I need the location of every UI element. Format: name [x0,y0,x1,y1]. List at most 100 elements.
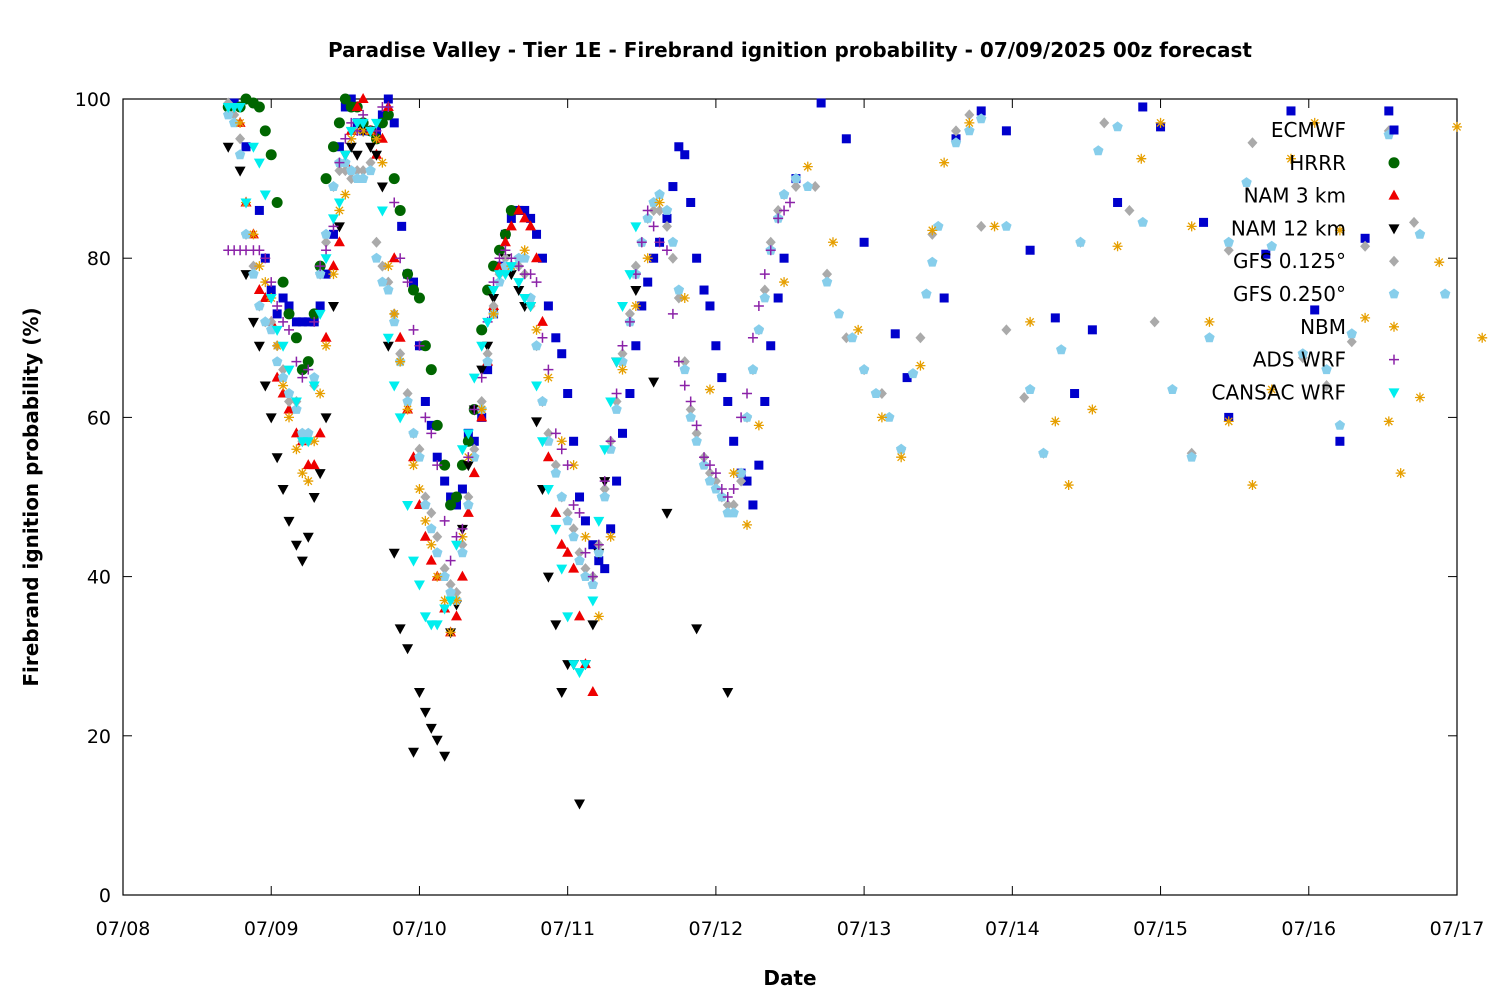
data-point [531,324,542,335]
data-point [606,524,616,534]
data-point [420,499,431,510]
data-point [260,277,271,288]
data-point [513,261,524,272]
data-point [277,485,289,496]
data-point [253,341,265,352]
data-point [649,253,659,263]
data-point [320,413,332,424]
data-point [339,150,351,161]
data-point [765,236,776,248]
data-point [265,294,277,304]
data-point [382,109,394,121]
data-point [1360,312,1371,323]
y-tick-label: 80 [87,248,111,270]
data-point [259,190,271,201]
data-point [580,547,591,558]
data-point [599,491,610,502]
data-point [525,269,536,280]
data-point [847,332,858,343]
data-point [562,612,574,623]
data-point [550,524,562,535]
data-point [673,284,685,295]
data-point [550,428,561,439]
data-point [1266,240,1277,251]
data-point [278,380,289,391]
data-point [562,507,573,519]
data-point [642,205,653,216]
data-point [587,579,599,589]
data-point [456,570,468,581]
data-point [358,109,369,120]
data-point [425,723,437,734]
data-point [1452,121,1462,132]
data-point [334,142,344,152]
data-point [445,499,457,511]
data-point [654,189,665,199]
data-point [617,364,628,375]
data-point [346,165,357,176]
legend-label: ECMWF [1271,118,1346,142]
data-point [482,348,493,360]
data-point [542,485,554,496]
data-point [328,229,338,239]
plot-frame [122,98,1458,896]
data-point [1155,117,1166,128]
data-point [556,688,568,699]
data-point [488,277,499,288]
data-point [382,333,394,344]
data-point [476,372,487,383]
data-point [462,435,474,447]
data-point [599,476,610,487]
data-point [685,403,696,415]
data-point [976,113,987,124]
data-point [1070,389,1080,399]
data-point [716,491,727,502]
data-point [234,102,246,113]
data-point [593,547,604,558]
data-point [476,404,487,415]
series-gfs-0-250- [223,109,1451,605]
data-point [291,444,302,455]
data-point [698,459,710,470]
data-point [802,161,813,172]
data-point [296,556,308,567]
data-point [247,142,259,153]
data-point [587,620,599,631]
data-point [389,118,399,128]
data-point [370,118,382,129]
data-point [773,293,783,303]
data-point [377,110,387,120]
data-point [568,523,579,535]
data-point [1321,364,1332,375]
data-point [500,252,511,264]
data-point [513,278,525,289]
data-point [989,221,1000,232]
data-point [499,270,511,281]
data-point [254,261,265,272]
data-point [420,515,431,526]
legend: ECMWF HRRR NAM 3 km NAM 12 km GFS 0.125° GFS … [1211,118,1400,404]
data-point [661,204,673,215]
data-point [579,660,591,671]
data-point [314,268,326,279]
data-point [414,451,425,462]
data-point [302,532,314,543]
data-point [1019,392,1030,403]
legend-marker [1388,157,1400,169]
data-point [716,484,727,495]
data-point [1223,236,1234,247]
data-point [1286,106,1296,116]
data-point [1138,102,1148,112]
data-point [717,373,727,383]
data-point [711,341,721,351]
data-point [476,395,487,407]
data-point [950,137,962,148]
data-point [346,94,356,104]
data-point [976,106,986,116]
series-hrrr [222,93,517,511]
data-point [785,197,795,208]
data-point [408,556,420,567]
data-point [1199,217,1209,227]
data-point [624,308,635,320]
data-point [321,340,332,351]
